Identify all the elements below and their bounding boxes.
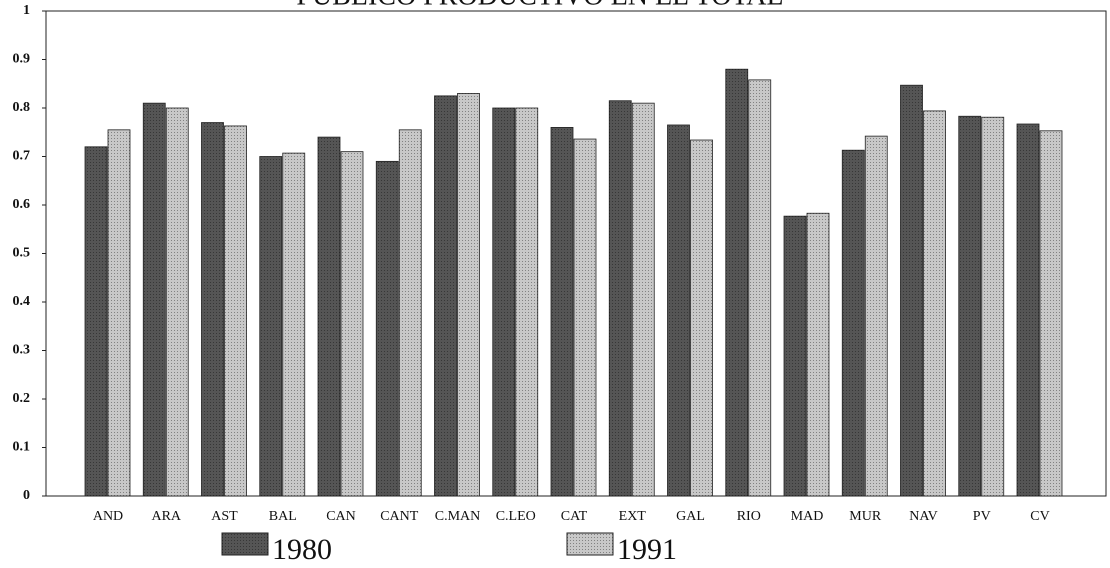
legend-label: 1991 [617, 533, 677, 566]
y-tick-label: 0.9 [13, 52, 31, 67]
y-tick-label: 0.8 [13, 100, 31, 115]
legend-swatch-texture [567, 533, 613, 555]
y-tick-label: 0 [23, 488, 30, 503]
x-tick-label: MAD [791, 509, 824, 524]
bar-texture [725, 69, 748, 496]
bar-texture [1040, 130, 1062, 497]
bar-texture [318, 137, 340, 496]
y-tick-label: 0.1 [13, 440, 31, 455]
bar-texture [900, 85, 923, 496]
x-tick-label: ARA [151, 509, 181, 524]
y-tick-label: 0.2 [13, 391, 31, 406]
y-tick-label: 0.3 [13, 343, 31, 358]
bar-texture [981, 117, 1004, 496]
x-tick-label: CV [1030, 509, 1049, 524]
bar-texture [224, 125, 247, 496]
bar-texture [842, 150, 865, 496]
x-tick-label: EXT [619, 509, 647, 524]
bar-texture [807, 213, 829, 496]
bar-texture [399, 129, 422, 496]
bar-texture [85, 146, 107, 497]
bar-texture [574, 139, 596, 497]
x-tick-label: AST [211, 509, 238, 524]
x-tick-label: AND [93, 509, 123, 524]
bar-texture [282, 153, 305, 497]
bar-texture [201, 122, 224, 497]
bar-texture [690, 140, 713, 496]
bar-texture [551, 127, 573, 497]
bar-texture [492, 108, 515, 496]
x-tick-label: MUR [849, 509, 882, 524]
legend-swatch-texture [222, 533, 268, 555]
bar-texture [341, 151, 363, 496]
bar-texture [609, 100, 632, 496]
bar-texture [515, 108, 538, 496]
bar-texture [259, 156, 282, 496]
bar-texture [667, 124, 690, 496]
bar-texture [1017, 124, 1039, 496]
bar-texture [865, 136, 888, 496]
bar-texture [958, 116, 981, 497]
bar-texture [457, 93, 480, 496]
bar-texture [748, 79, 771, 497]
x-tick-label: CAT [561, 509, 588, 524]
bar-texture [376, 161, 399, 496]
bar-texture [166, 108, 189, 496]
bar-texture [923, 110, 946, 496]
x-tick-label: C.MAN [435, 509, 481, 524]
x-tick-label: RIO [737, 509, 761, 524]
legend-label: 1980 [272, 533, 332, 566]
bar-texture [784, 216, 806, 496]
x-tick-label: NAV [909, 509, 938, 524]
y-tick-label: 0.6 [13, 197, 31, 212]
chart-title: PUBLICO PRODUCTIVO EN EL TOTAL [296, 0, 783, 11]
x-tick-label: GAL [676, 509, 705, 524]
x-tick-label: BAL [269, 509, 297, 524]
bar-texture [108, 129, 130, 496]
x-tick-label: PV [973, 509, 991, 524]
bar-texture [632, 103, 655, 497]
y-tick-label: 0.4 [13, 294, 31, 309]
bar-texture [434, 95, 457, 496]
bar-texture [143, 103, 166, 497]
x-tick-label: CAN [326, 509, 356, 524]
y-tick-label: 0.7 [13, 149, 31, 164]
x-tick-label: CANT [380, 509, 419, 524]
y-tick-label: 0.5 [13, 246, 31, 261]
x-tick-label: C.LEO [496, 509, 536, 524]
y-tick-label: 1 [23, 3, 30, 18]
